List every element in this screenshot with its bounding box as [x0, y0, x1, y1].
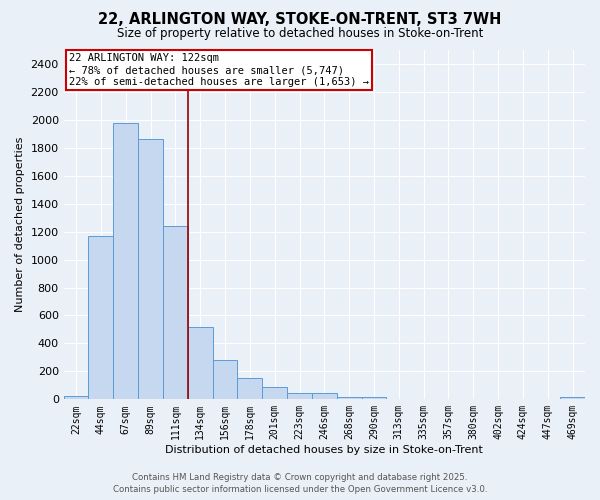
Text: 22, ARLINGTON WAY, STOKE-ON-TRENT, ST3 7WH: 22, ARLINGTON WAY, STOKE-ON-TRENT, ST3 7…	[98, 12, 502, 28]
Bar	[188, 326, 212, 400]
X-axis label: Distribution of detached houses by size in Stoke-on-Trent: Distribution of detached houses by size …	[166, 445, 483, 455]
Text: Contains HM Land Registry data © Crown copyright and database right 2025.
Contai: Contains HM Land Registry data © Crown c…	[113, 472, 487, 494]
Bar	[362, 397, 386, 400]
Bar	[312, 393, 337, 400]
Bar	[64, 396, 88, 400]
Text: Size of property relative to detached houses in Stoke-on-Trent: Size of property relative to detached ho…	[117, 28, 483, 40]
Bar	[163, 226, 188, 400]
Bar	[262, 387, 287, 400]
Bar	[287, 393, 312, 400]
Y-axis label: Number of detached properties: Number of detached properties	[15, 137, 25, 312]
Bar	[238, 378, 262, 400]
Bar	[138, 140, 163, 400]
Bar	[560, 397, 585, 400]
Text: 22 ARLINGTON WAY: 122sqm
← 78% of detached houses are smaller (5,747)
22% of sem: 22 ARLINGTON WAY: 122sqm ← 78% of detach…	[69, 54, 369, 86]
Bar	[386, 398, 411, 400]
Bar	[337, 396, 362, 400]
Bar	[88, 236, 113, 400]
Bar	[212, 360, 238, 400]
Bar	[113, 122, 138, 400]
